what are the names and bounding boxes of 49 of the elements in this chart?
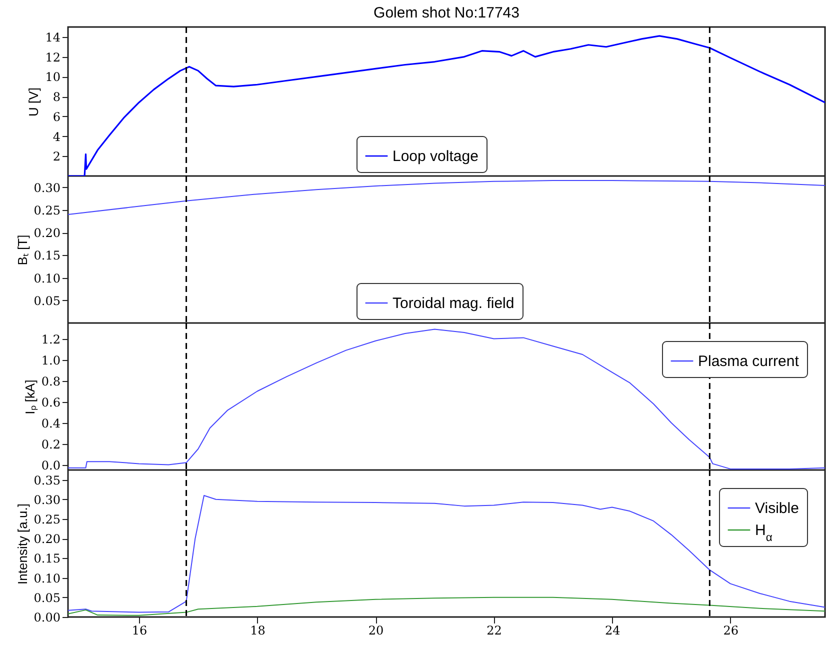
y-tick-label: 0.6 (41, 395, 60, 410)
legend-label: Visible (755, 500, 799, 517)
y-tick-label: 14 (45, 30, 61, 44)
chart-title: Golem shot No:17743 (374, 4, 520, 22)
y-axis-title: Intensity [a.u.] (14, 504, 30, 584)
y-tick-label: 2 (52, 150, 60, 164)
y-tick-label: 0.30 (34, 180, 60, 195)
y-tick-label: 1.0 (41, 353, 60, 368)
y-tick-label: 0.00 (34, 610, 60, 624)
y-tick-label: 0.35 (34, 473, 60, 488)
y-axis-title: Iₚ [kA] (22, 380, 38, 414)
legend-label: H$_{α}$ (755, 522, 773, 544)
y-axis-title: Bₜ [T] (14, 234, 30, 266)
y-tick-label: 0.20 (34, 532, 60, 546)
y-tick-label: 6 (52, 110, 60, 124)
line-series (68, 328, 825, 470)
y-tick-label: 0.05 (34, 294, 60, 308)
y-tick-label: 0.05 (34, 590, 60, 605)
y-tick-label: 0.25 (34, 203, 60, 218)
x-tick-label: 20 (368, 624, 384, 638)
y-axis-title: U [V] (26, 88, 42, 116)
x-tick-label: 26 (723, 624, 739, 638)
y-tick-label: 0.15 (34, 248, 60, 263)
x-tick-label: 18 (250, 624, 266, 638)
line-series (68, 180, 825, 215)
y-tick-label: 0.30 (34, 492, 60, 507)
y-tick-label: 0.20 (34, 226, 60, 240)
y-tick-label: 0.15 (34, 552, 60, 566)
y-tick-label: 0.10 (34, 571, 60, 586)
x-tick-label: 16 (132, 624, 148, 638)
line-series (68, 35, 825, 176)
line-series (68, 596, 825, 616)
legend-label: Toroidal mag. field (392, 295, 514, 312)
y-tick-label: 0.8 (41, 374, 60, 388)
legend-label: Plasma current (698, 353, 800, 370)
legend-label: Loop voltage (392, 148, 478, 165)
y-tick-label: 0.2 (41, 437, 60, 452)
x-tick-label: 24 (604, 624, 621, 638)
y-tick-label: 0.0 (41, 458, 60, 472)
y-tick-label: 0.10 (34, 271, 60, 286)
x-tick-label: 22 (486, 624, 502, 638)
y-tick-label: 4 (52, 130, 61, 144)
y-tick-label: 10 (45, 70, 60, 84)
y-tick-label: 8 (52, 90, 60, 104)
y-tick-label: 1.2 (41, 332, 60, 346)
y-tick-label: 0.4 (41, 416, 61, 430)
line-series (68, 494, 825, 613)
y-tick-label: 0.25 (34, 512, 60, 526)
y-tick-label: 12 (45, 50, 60, 64)
